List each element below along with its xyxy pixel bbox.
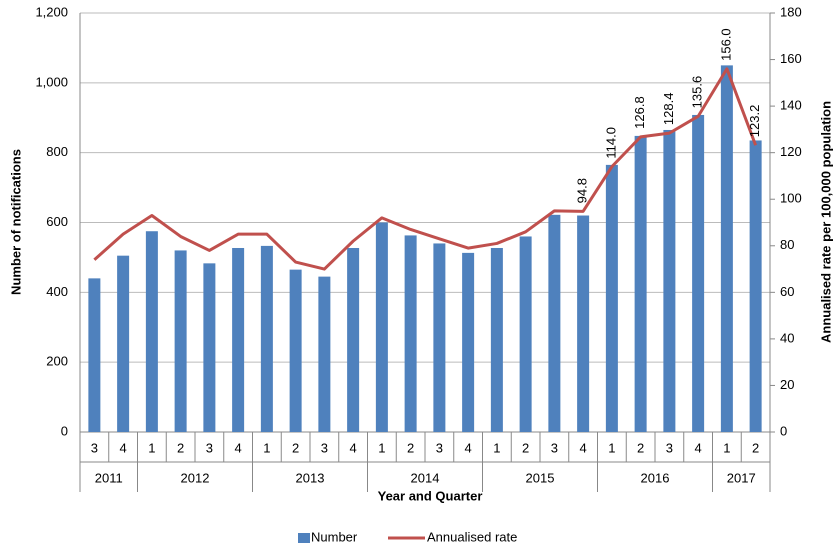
bar: [404, 235, 417, 432]
y2-tick-label: 160: [780, 51, 802, 66]
bar: [117, 255, 130, 432]
y2-tick-label: 80: [780, 237, 794, 252]
group-label: 2013: [296, 470, 325, 485]
y-tick-label: 200: [46, 354, 68, 369]
bar: [548, 214, 561, 432]
x-tick-label: 2: [177, 440, 184, 455]
y2-axis-title: Annualised rate per 100,000 population: [818, 101, 833, 343]
bar: [605, 164, 618, 432]
y2-tick-label: 180: [780, 4, 802, 19]
bar: [577, 215, 590, 432]
x-tick-label: 4: [120, 440, 127, 455]
x-tick-label: 1: [263, 440, 270, 455]
y-tick-label: 0: [61, 423, 68, 438]
x-tick-label: 2: [292, 440, 299, 455]
y-tick-label: 1,000: [35, 74, 68, 89]
group-label: 2011: [95, 470, 123, 485]
bar: [318, 276, 331, 432]
x-tick-label: 4: [465, 440, 472, 455]
x-tick-label: 4: [350, 440, 357, 455]
x-tick-label: 1: [493, 440, 500, 455]
bar: [490, 247, 503, 432]
x-tick-label: 1: [148, 440, 155, 455]
data-label: 156.0: [718, 28, 733, 61]
data-label: 126.8: [632, 96, 647, 129]
group-label: 2015: [526, 470, 555, 485]
y2-tick-label: 60: [780, 284, 794, 299]
data-label: 94.8: [575, 178, 590, 203]
x-tick-label: 1: [608, 440, 615, 455]
bar: [634, 135, 647, 432]
y2-tick-label: 20: [780, 377, 794, 392]
line: [93, 67, 758, 271]
x-tick-label: 3: [206, 440, 213, 455]
y-axis-title: Number of notifications: [8, 149, 23, 295]
y2-tick-label: 40: [780, 330, 794, 345]
bar: [663, 129, 676, 433]
y2-tick-label: 100: [780, 191, 802, 206]
bar: [462, 252, 475, 432]
bar: [232, 247, 245, 432]
y-tick-label: 800: [46, 144, 68, 159]
y2-tick-label: 140: [780, 98, 802, 113]
x-tick-label: 2: [752, 440, 759, 455]
bar: [720, 65, 733, 432]
group-label: 2016: [641, 470, 670, 485]
y-tick-label: 400: [46, 284, 68, 299]
legend-label: Annualised rate: [427, 529, 517, 544]
x-tick-label: 2: [522, 440, 529, 455]
x-tick-label: 4: [235, 440, 242, 455]
bar: [174, 250, 187, 432]
x-tick-label: 1: [723, 440, 730, 455]
x-tick-label: 3: [321, 440, 328, 455]
y-tick-label: 600: [46, 214, 68, 229]
y2-tick-label: 0: [780, 423, 787, 438]
bar: [749, 140, 762, 432]
bar: [692, 114, 705, 432]
x-tick-label: 4: [580, 440, 587, 455]
group-label: 2014: [411, 470, 440, 485]
x-tick-label: 2: [407, 440, 414, 455]
x-tick-label: 3: [436, 440, 443, 455]
x-axis-title: Year and Quarter: [378, 488, 483, 503]
legend-label: Number: [311, 529, 358, 544]
group-label: 2012: [181, 470, 210, 485]
bar: [145, 231, 158, 432]
data-label: 128.4: [661, 93, 676, 126]
bar: [375, 222, 388, 432]
x-tick-label: 2: [637, 440, 644, 455]
group-label: 2017: [727, 470, 756, 485]
bar: [519, 236, 532, 432]
x-tick-label: 3: [91, 440, 98, 455]
x-tick-label: 1: [378, 440, 385, 455]
data-label: 123.2: [747, 105, 762, 138]
y2-tick-label: 120: [780, 144, 802, 159]
bar: [260, 245, 273, 432]
x-tick-label: 3: [551, 440, 558, 455]
bar: [289, 269, 302, 432]
legend-swatch: [298, 533, 310, 543]
x-tick-label: 3: [666, 440, 673, 455]
data-label: 135.6: [690, 76, 705, 109]
data-label: 114.0: [603, 127, 618, 159]
bar: [347, 247, 360, 432]
x-tick-label: 4: [695, 440, 702, 455]
bar: [433, 243, 446, 432]
bar: [88, 278, 101, 432]
y-tick-label: 1,200: [35, 4, 68, 19]
bar: [203, 263, 216, 432]
